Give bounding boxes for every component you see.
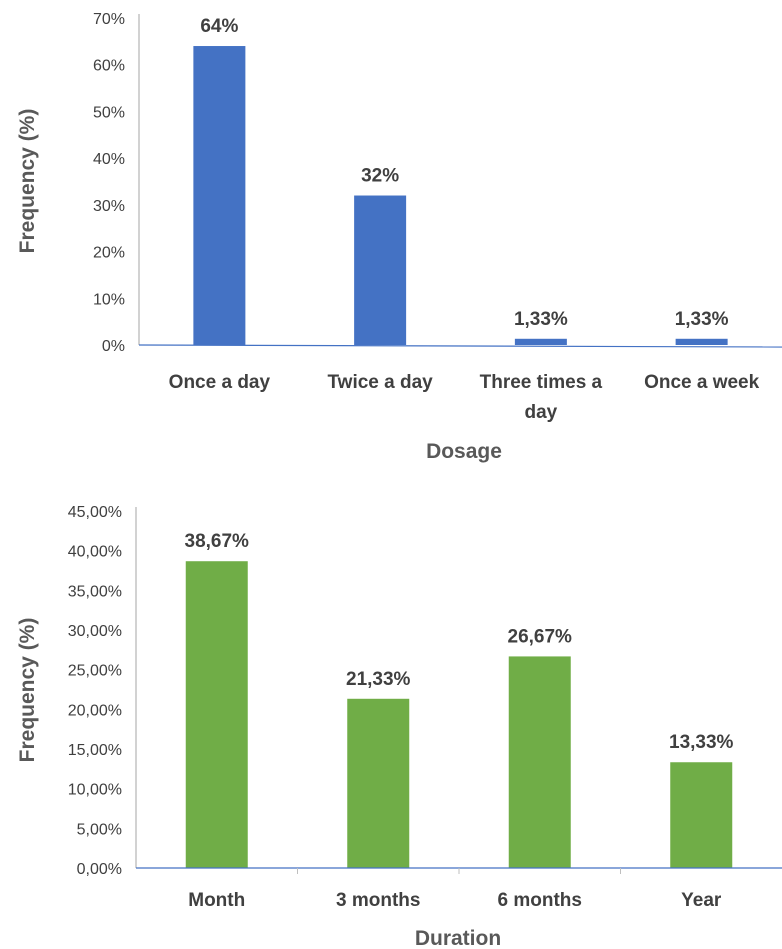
data-label: 21,33% <box>346 669 411 690</box>
category-label: Year <box>681 890 722 911</box>
category-label: Once a week <box>644 372 760 393</box>
bar <box>354 195 407 345</box>
bar <box>670 762 733 868</box>
y-tick-label: 40% <box>93 151 125 168</box>
y-tick-label: 25,00% <box>68 663 122 680</box>
x-axis-title: Dosage <box>426 440 502 463</box>
data-label: 1,33% <box>675 309 729 330</box>
data-label: 1,33% <box>514 309 568 330</box>
bar <box>514 338 567 345</box>
x-axis-title: Duration <box>415 927 501 949</box>
y-tick-label: 20% <box>93 245 125 262</box>
y-tick-label: 30,00% <box>68 623 122 640</box>
bar <box>185 561 248 868</box>
y-tick-label: 15,00% <box>68 742 122 759</box>
category-label: day <box>525 402 558 423</box>
y-tick-label: 35,00% <box>68 583 122 600</box>
y-tick-label: 30% <box>93 198 125 215</box>
x-axis-line <box>138 344 782 348</box>
data-label: 64% <box>200 16 238 37</box>
bar <box>508 656 571 868</box>
duration-chart: Frequency (%) Duration 0,00% 5,00% 10,00% 1… <box>16 504 782 949</box>
y-tick-label: 0,00% <box>77 861 122 878</box>
dosage-chart: Frequency (%) Dosage 0% 10% 20% 30% 40% 50% 60… <box>16 11 782 463</box>
data-label: 32% <box>361 166 399 187</box>
category-label: Twice a day <box>327 372 433 393</box>
category-label: Once a day <box>169 372 271 393</box>
data-label: 26,67% <box>508 626 573 647</box>
y-tick-label: 5,00% <box>77 821 122 838</box>
y-tick-label: 45,00% <box>68 504 122 521</box>
y-tick-label: 40,00% <box>68 544 122 561</box>
category-label: 6 months <box>498 890 582 911</box>
y-axis-title: Frequency (%) <box>16 618 39 763</box>
bar <box>675 338 728 345</box>
data-label: 38,67% <box>185 531 250 552</box>
bar <box>193 46 246 346</box>
category-label: Three times a <box>480 372 603 393</box>
y-tick-label: 10% <box>93 291 125 308</box>
y-tick-label: 60% <box>93 58 125 75</box>
y-tick-label: 0% <box>102 338 125 355</box>
y-tick-label: 10,00% <box>68 782 122 799</box>
y-tick-label: 50% <box>93 104 125 121</box>
y-axis-title: Frequency (%) <box>16 109 39 254</box>
y-tick-label: 70% <box>93 11 125 28</box>
category-label: Month <box>188 890 245 911</box>
bar <box>347 698 410 868</box>
data-label: 13,33% <box>669 732 734 753</box>
category-label: 3 months <box>336 890 420 911</box>
y-tick-label: 20,00% <box>68 702 122 719</box>
